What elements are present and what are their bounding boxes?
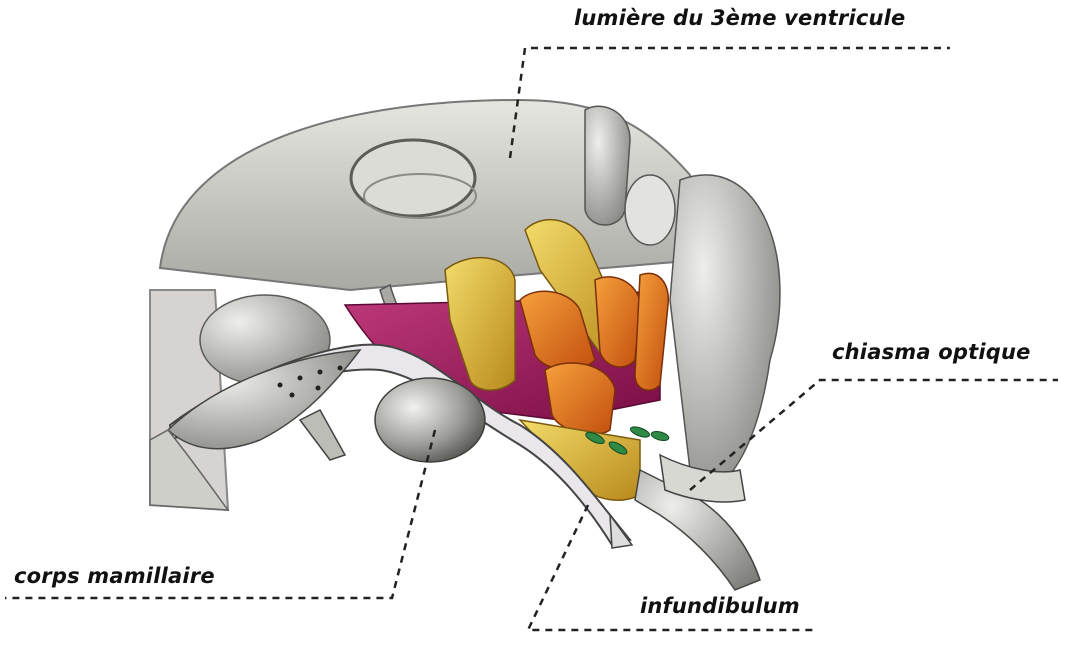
label-chiasma-optique: chiasma optique <box>832 340 1031 364</box>
leader-ventricle <box>508 46 950 159</box>
green-vessels <box>585 426 670 455</box>
label-ventricle: lumière du 3ème ventricule <box>574 6 906 30</box>
leader-lines <box>5 46 1058 632</box>
floor-ribbon <box>168 343 632 547</box>
ventricle-oval <box>349 138 477 218</box>
label-corps-mamillaire: corps mamillaire <box>14 564 215 588</box>
mamillary-ball <box>374 377 486 463</box>
leader-chiasma <box>689 378 1058 491</box>
leader-mamillary <box>5 429 437 600</box>
leader-infundibulum <box>526 504 818 632</box>
label-infundibulum: infundibulum <box>640 594 800 618</box>
